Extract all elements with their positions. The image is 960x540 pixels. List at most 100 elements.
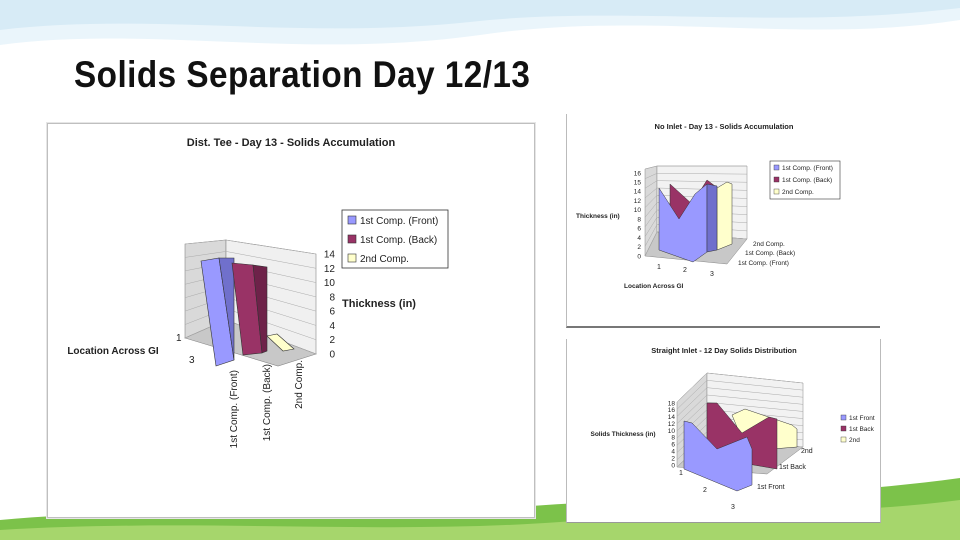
z-tick-6: 6 bbox=[671, 442, 675, 449]
top-wave-blue bbox=[0, 0, 960, 30]
z-tick-12: 12 bbox=[324, 264, 336, 275]
z-tick-14: 14 bbox=[668, 414, 676, 421]
legend-label-front: 1st Comp. (Front) bbox=[360, 216, 438, 227]
z-tick-4: 4 bbox=[637, 235, 641, 242]
series-tick-second: 2nd bbox=[801, 448, 813, 455]
bar-back-side bbox=[252, 264, 268, 354]
z-axis-label: Thickness (in) bbox=[342, 298, 416, 310]
z-tick-18: 18 bbox=[668, 400, 676, 407]
legend-label-second: 2nd Comp. bbox=[360, 254, 409, 265]
z-tick-0: 0 bbox=[329, 350, 335, 361]
x-tick-2: 2 bbox=[683, 267, 687, 274]
bar-front-side bbox=[218, 257, 235, 361]
slide-title: Solids Separation Day 12/13 bbox=[74, 54, 531, 95]
legend-swatch-second bbox=[773, 188, 780, 195]
z-tick-10: 10 bbox=[634, 207, 642, 214]
legend-label-back: 1st Comp. (Back) bbox=[360, 235, 437, 246]
gridline bbox=[644, 180, 748, 189]
gridline bbox=[184, 251, 317, 269]
legend-label-second: 2nd Comp. bbox=[782, 189, 814, 196]
gridline bbox=[676, 372, 804, 403]
bottom-wave-light bbox=[0, 500, 960, 540]
legend: 1st Comp. (Front) 1st Comp. (Back) 2nd C… bbox=[341, 209, 449, 269]
series-tick-back: 1st Comp. (Back) bbox=[745, 250, 795, 257]
legend: 1st Front 1st Back 2nd bbox=[840, 414, 875, 444]
y-axis-label-part-a: Location Across GI bbox=[67, 346, 159, 357]
series-tick-second: 2nd Comp. bbox=[753, 241, 785, 248]
z-tick-14: 14 bbox=[324, 250, 336, 261]
legend-label-front: 1st Comp. (Front) bbox=[782, 165, 833, 172]
legend-swatch-front bbox=[773, 164, 780, 171]
z-tick-14: 14 bbox=[634, 189, 642, 196]
legend-swatch-front bbox=[347, 215, 357, 225]
z-axis-ticks: 0 2 4 6 8 10 12 14 15 16 bbox=[634, 170, 642, 260]
z-axis-label: Solids Thickness (in) bbox=[590, 431, 655, 438]
z-tick-8: 8 bbox=[637, 216, 641, 223]
legend-swatch-front bbox=[840, 414, 847, 421]
chart-title: Straight Inlet - 12 Day Solids Distribut… bbox=[651, 346, 797, 355]
series-tick-back: 1st Back bbox=[779, 464, 806, 471]
z-tick-2: 2 bbox=[637, 244, 641, 251]
x-tick-front: 1st Comp. (Front) bbox=[229, 370, 240, 448]
gridline bbox=[184, 239, 317, 255]
chart-no-inlet: No Inlet - Day 13 - Solids Accumulation … bbox=[576, 122, 841, 290]
series-tick-front: 1st Front bbox=[757, 484, 785, 491]
z-tick-6: 6 bbox=[329, 307, 335, 318]
legend-swatch-back bbox=[840, 425, 847, 432]
depth-tick-3: 3 bbox=[189, 355, 195, 366]
chart-title: Dist. Tee - Day 13 - Solids Accumulation bbox=[187, 137, 396, 149]
legend-label-back: 1st Back bbox=[849, 426, 875, 433]
chart-panel-dist-tee: Dist. Tee - Day 13 - Solids Accumulation… bbox=[47, 123, 535, 518]
bar-front bbox=[200, 257, 235, 367]
x-tick-3: 3 bbox=[710, 271, 714, 278]
z-tick-4: 4 bbox=[329, 321, 335, 332]
z-tick-15: 15 bbox=[634, 179, 642, 186]
gridline bbox=[644, 165, 747, 170]
area-front-side bbox=[706, 183, 718, 253]
z-tick-4: 4 bbox=[671, 448, 675, 455]
z-tick-8: 8 bbox=[671, 435, 675, 442]
z-tick-16: 16 bbox=[634, 170, 642, 177]
chart-dist-tee: Dist. Tee - Day 13 - Solids Accumulation… bbox=[67, 137, 449, 448]
chart-title: No Inlet - Day 13 - Solids Accumulation bbox=[655, 122, 794, 131]
gridline bbox=[676, 387, 804, 417]
z-tick-12: 12 bbox=[634, 198, 642, 205]
x-tick-3: 3 bbox=[731, 504, 735, 511]
chart-panel-straight-inlet: Straight Inlet - 12 Day Solids Distribut… bbox=[566, 339, 881, 523]
x-tick-2: 2 bbox=[703, 487, 707, 494]
legend-swatch-second bbox=[347, 253, 357, 263]
z-tick-2: 2 bbox=[329, 335, 335, 346]
chart-straight-inlet: Straight Inlet - 12 Day Solids Distribut… bbox=[590, 346, 875, 511]
chart-panel-no-inlet: No Inlet - Day 13 - Solids Accumulation … bbox=[566, 114, 880, 328]
z-tick-6: 6 bbox=[637, 226, 641, 233]
x-tick-1: 1 bbox=[679, 470, 683, 477]
gridline bbox=[644, 173, 748, 179]
z-axis-label: Thickness (in) bbox=[576, 213, 620, 220]
area-front bbox=[683, 420, 753, 492]
z-tick-12: 12 bbox=[668, 421, 676, 428]
legend-label-back: 1st Comp. (Back) bbox=[782, 177, 832, 184]
z-tick-10: 10 bbox=[668, 428, 676, 435]
area-second bbox=[716, 181, 733, 251]
depth-tick-1: 1 bbox=[176, 333, 182, 344]
legend: 1st Comp. (Front) 1st Comp. (Back) 2nd C… bbox=[769, 160, 841, 200]
x-tick-1: 1 bbox=[657, 264, 661, 271]
z-tick-0: 0 bbox=[671, 462, 675, 469]
z-tick-16: 16 bbox=[668, 407, 676, 414]
x-tick-second: 2nd Comp. bbox=[294, 360, 305, 409]
gridline bbox=[676, 402, 804, 432]
x-axis-label: Location Across GI bbox=[624, 283, 684, 290]
legend-swatch-back bbox=[347, 234, 357, 244]
legend-label-second: 2nd bbox=[849, 437, 860, 444]
bar-second-face bbox=[266, 333, 295, 352]
series-tick-front: 1st Comp. (Front) bbox=[738, 260, 789, 267]
y-axis-label-line1: Location Across GI bbox=[67, 346, 159, 357]
bar-back bbox=[231, 262, 268, 356]
z-axis-label-text: Solids Thickness (in) bbox=[590, 431, 655, 438]
legend-label-front: 1st Front bbox=[849, 415, 875, 422]
z-tick-10: 10 bbox=[324, 278, 336, 289]
bar-second bbox=[266, 333, 295, 352]
z-axis-ticks: 0 2 4 6 8 10 12 14 bbox=[324, 250, 336, 361]
